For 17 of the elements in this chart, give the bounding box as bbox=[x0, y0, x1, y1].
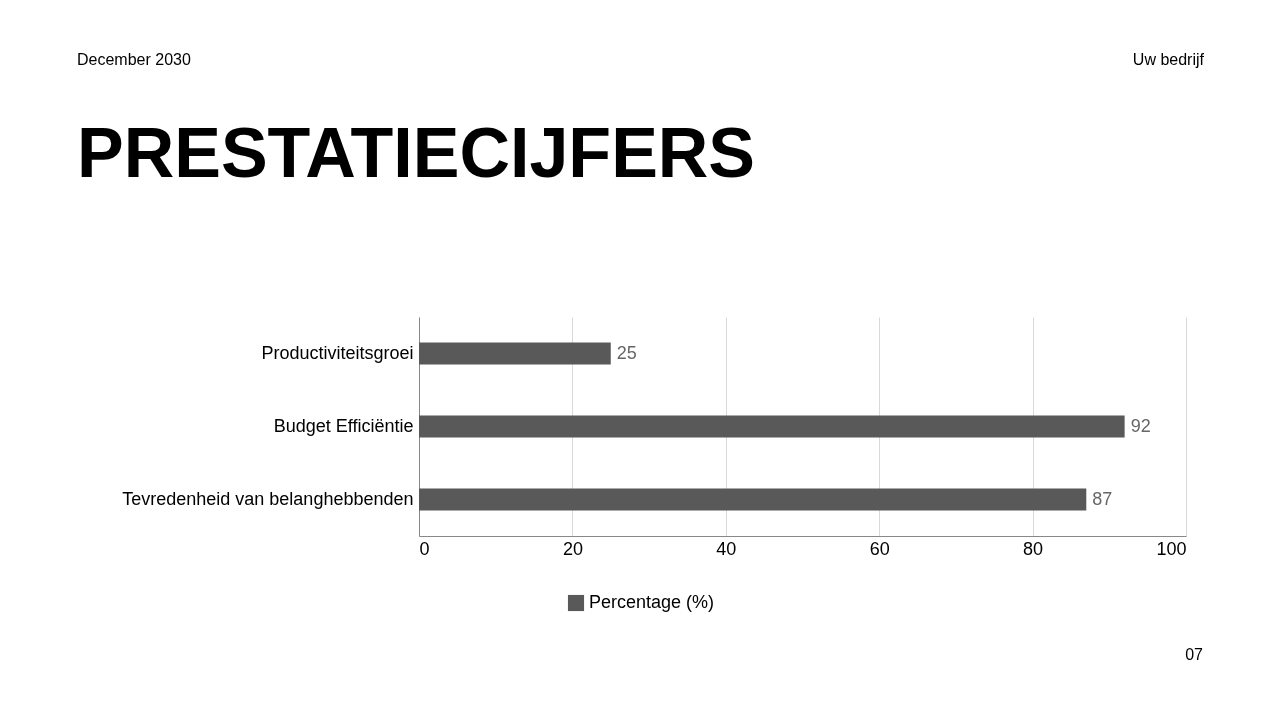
y-tick-label: Productiviteitsgroei bbox=[261, 342, 414, 363]
data-label: 87 bbox=[1092, 488, 1113, 509]
x-tick-label: 20 bbox=[562, 538, 583, 559]
x-tick-label: 60 bbox=[869, 538, 890, 559]
data-label: 92 bbox=[1130, 415, 1151, 436]
text: Uw bedrijf bbox=[1132, 51, 1205, 68]
x-tick-label: 40 bbox=[716, 538, 737, 559]
x-tick-label: 80 bbox=[1023, 538, 1044, 559]
x-tick-label: 0 bbox=[419, 538, 430, 559]
y-tick-label: Budget Efficiëntie bbox=[273, 415, 414, 436]
text: 07 bbox=[1185, 646, 1204, 663]
chart-title: PRESTATIECIJFERS bbox=[77, 114, 756, 192]
legend-label: Percentage (%) bbox=[589, 592, 715, 612]
y-tick-label: Tevredenheid van belanghebbenden bbox=[122, 488, 414, 509]
text: December 2030 bbox=[77, 51, 191, 68]
x-tick-label: 100 bbox=[1156, 538, 1187, 559]
data-label: 25 bbox=[616, 342, 637, 363]
